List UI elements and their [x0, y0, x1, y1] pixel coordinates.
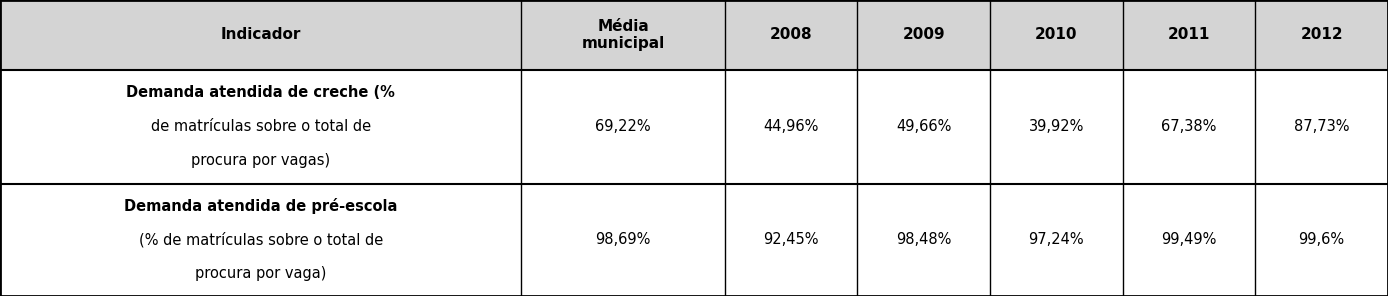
Text: 99,6%: 99,6%	[1299, 232, 1345, 247]
Text: (% de matrículas sobre o total de: (% de matrículas sobre o total de	[139, 232, 383, 247]
Text: 92,45%: 92,45%	[763, 232, 819, 247]
Text: procura por vaga): procura por vaga)	[194, 266, 326, 281]
Text: 2008: 2008	[770, 27, 812, 42]
Text: 49,66%: 49,66%	[897, 119, 952, 134]
Text: 98,69%: 98,69%	[595, 232, 651, 247]
Text: 39,92%: 39,92%	[1029, 119, 1084, 134]
Bar	[0, 0, 1388, 70]
Text: 97,24%: 97,24%	[1029, 232, 1084, 247]
Text: Média
municipal: Média municipal	[582, 19, 665, 51]
Text: 2011: 2011	[1167, 27, 1210, 42]
Text: Indicador: Indicador	[221, 27, 301, 42]
Text: Demanda atendida de creche (%: Demanda atendida de creche (%	[126, 85, 396, 100]
Text: 69,22%: 69,22%	[595, 119, 651, 134]
Text: de matrículas sobre o total de: de matrículas sobre o total de	[150, 119, 371, 134]
Text: 67,38%: 67,38%	[1162, 119, 1217, 134]
Text: 87,73%: 87,73%	[1294, 119, 1349, 134]
Text: 99,49%: 99,49%	[1162, 232, 1217, 247]
Text: 2009: 2009	[902, 27, 945, 42]
Text: 2010: 2010	[1035, 27, 1077, 42]
Text: Demanda atendida de pré-escola: Demanda atendida de pré-escola	[124, 198, 397, 214]
Text: 2012: 2012	[1301, 27, 1344, 42]
Text: 98,48%: 98,48%	[897, 232, 952, 247]
Text: procura por vagas): procura por vagas)	[192, 153, 330, 168]
Text: 44,96%: 44,96%	[763, 119, 819, 134]
